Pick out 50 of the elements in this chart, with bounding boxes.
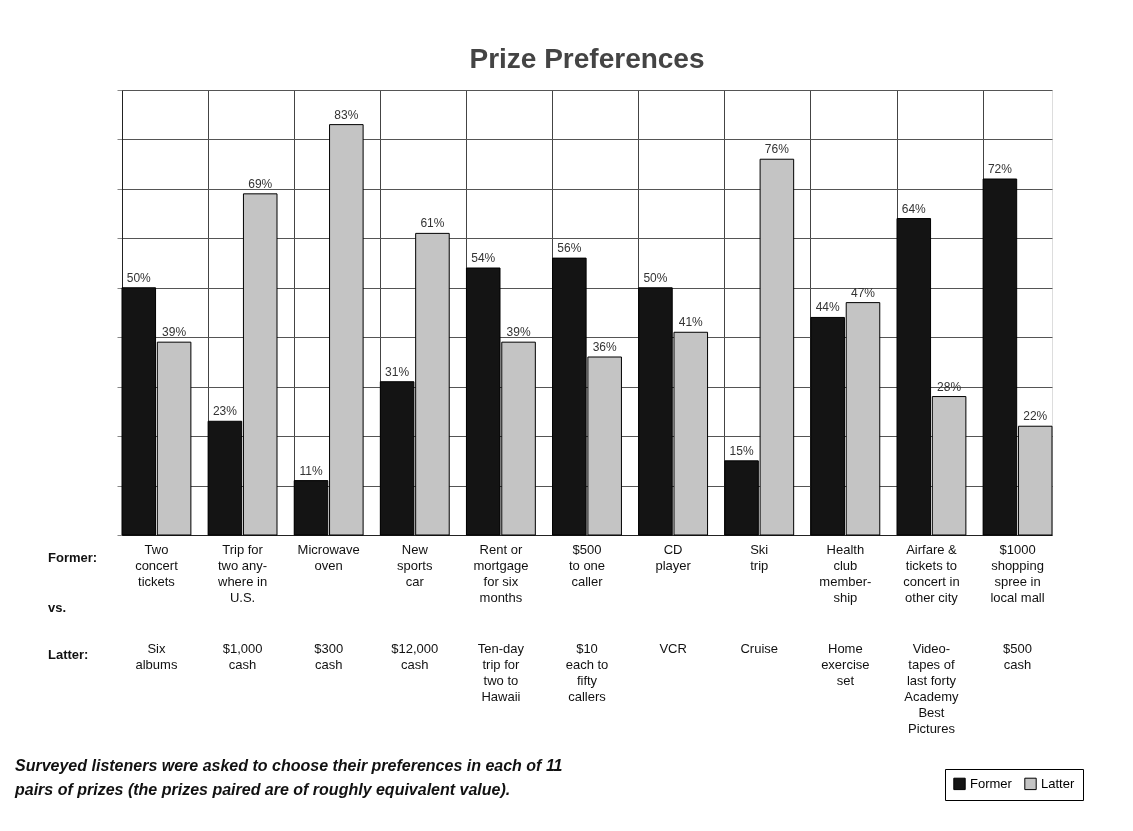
data-label: 50% xyxy=(126,270,152,285)
data-label: 61% xyxy=(420,216,445,231)
text: Ten-day trip for two to Hawaii xyxy=(477,641,525,704)
data-label: 83% xyxy=(334,107,359,122)
data-label: 11% xyxy=(299,463,323,478)
text: $500 cash xyxy=(1003,641,1033,672)
x-tick-label: Microwave oven xyxy=(297,541,360,573)
x-tick-label: New sports car xyxy=(397,541,433,589)
text: $1,000 cash xyxy=(222,641,263,672)
text: $10 each to fifty callers xyxy=(565,641,609,704)
text: Surveyed listeners were asked to choose their preferences in each of 11 pairs of prizes (the prizes paired are of roughly equivalent value). xyxy=(14,757,563,798)
x-tick-label: $500 to one caller xyxy=(568,541,606,589)
x-tick-label: Trip for two any- where in U.S. xyxy=(216,541,268,605)
data-label: 50% xyxy=(643,270,668,285)
data-label: 15% xyxy=(729,443,754,458)
data-label: 54% xyxy=(471,251,496,265)
text: VCR xyxy=(659,641,687,656)
x-tick-label: Two concert tickets xyxy=(135,541,179,589)
text: Cruise xyxy=(740,641,779,656)
data-label: 47% xyxy=(850,285,876,300)
data-label: 56% xyxy=(557,241,582,256)
text: Six albums xyxy=(135,641,178,672)
data-label: 23% xyxy=(212,404,238,419)
data-label: 22% xyxy=(1023,409,1048,424)
text: $300 cash xyxy=(314,641,344,672)
legend-label: Latter xyxy=(1041,775,1075,791)
text: Latter: xyxy=(48,647,89,662)
data-label: 36% xyxy=(592,340,617,354)
data-label: 69% xyxy=(248,176,273,191)
data-label: 44% xyxy=(815,300,840,315)
data-label: 41% xyxy=(678,315,704,330)
x-tick-label: Ski trip xyxy=(750,541,769,573)
data-label: 72% xyxy=(987,162,1013,176)
chart-title: Prize Preferences xyxy=(469,42,705,74)
data-label: 39% xyxy=(162,325,187,340)
data-label: 31% xyxy=(385,364,410,379)
x-tick-label: Rent or mortgage for six months xyxy=(473,541,529,605)
data-label: 76% xyxy=(764,142,790,157)
text: Video- tapes of last forty Academy Best Pictures xyxy=(904,641,960,736)
text: Home exercise set xyxy=(821,641,870,688)
x-tick-label: $1000 shopping spree in local mall xyxy=(990,541,1045,605)
text: vs. xyxy=(48,600,67,615)
text: $12,000 cash xyxy=(391,641,439,672)
text: Former: xyxy=(48,550,98,565)
legend-label: Former xyxy=(970,775,1013,791)
x-tick-label: Airfare & tickets to concert in other city xyxy=(903,541,960,605)
data-label: 64% xyxy=(901,201,927,216)
x-tick-label: Health club member- ship xyxy=(819,541,872,605)
x-tick-label: CD player xyxy=(655,541,692,573)
data-label: 39% xyxy=(506,325,531,340)
